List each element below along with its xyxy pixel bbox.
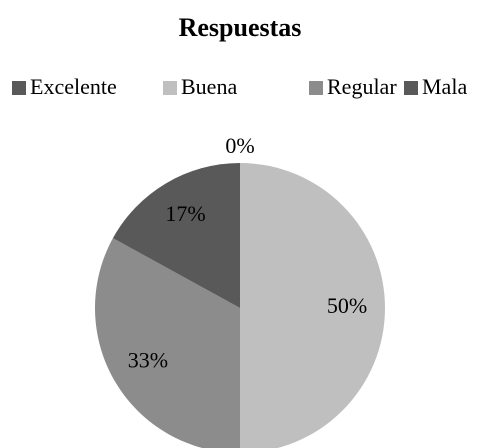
chart-title: Respuestas	[179, 13, 302, 42]
legend-label: Excelente	[30, 74, 117, 99]
pie-slice	[240, 163, 385, 448]
legend-label: Mala	[422, 74, 467, 99]
pie-slice	[95, 238, 240, 448]
legend-swatch	[404, 81, 418, 95]
pie-slice	[112, 163, 240, 308]
legend-swatch	[12, 81, 26, 95]
legend-swatch	[163, 81, 177, 95]
legend-label: Regular	[327, 74, 397, 99]
legend-label: Buena	[181, 74, 237, 99]
legend-swatch	[309, 81, 323, 95]
data-label: 0%	[225, 133, 254, 158]
data-label: 33%	[128, 348, 168, 373]
data-label: 50%	[327, 293, 367, 318]
data-label: 17%	[165, 201, 205, 226]
